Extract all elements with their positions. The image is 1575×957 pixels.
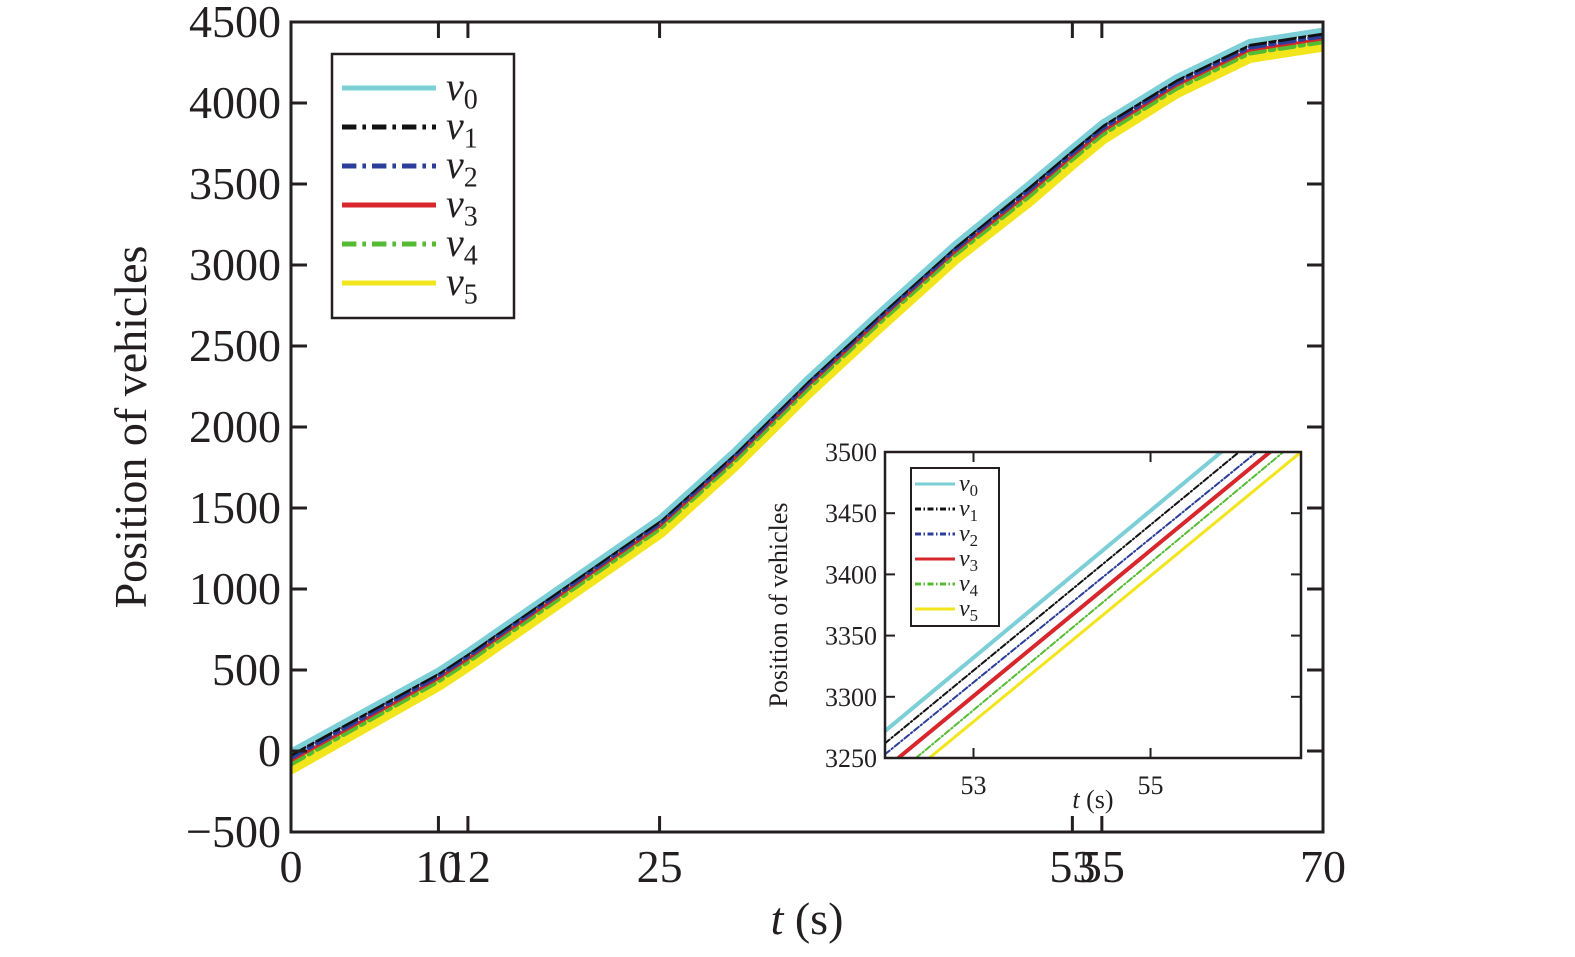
- inset-legend-label-v4: v4: [959, 571, 979, 600]
- main-x-axis-label: t (s): [771, 893, 844, 944]
- main-y-tick-label: 4500: [189, 0, 281, 47]
- main-legend-label-v2: v2: [446, 142, 478, 193]
- inset-y-tick-label: 3500: [825, 438, 877, 467]
- inset-legend-label-v0: v0: [959, 471, 978, 500]
- main-x-tick-label: 55: [1079, 841, 1125, 892]
- main-y-tick-label: 2500: [189, 320, 281, 371]
- main-x-tick-label: 70: [1300, 841, 1346, 892]
- inset-legend-box: [910, 467, 1000, 627]
- main-y-tick-label: 0: [258, 725, 281, 776]
- main-legend-label-v1: v1: [446, 103, 478, 154]
- inset-series-group: [885, 452, 1301, 758]
- inset-y-tick-label: 3450: [825, 499, 877, 528]
- main-x-tick-label: 25: [637, 841, 683, 892]
- inset-series-line-v2: [885, 452, 1258, 756]
- main-y-axis-label: Position of vehicles: [105, 246, 156, 609]
- inset-series-line-v5: [927, 452, 1301, 758]
- inset-legend-label-v5: v5: [959, 596, 978, 625]
- main-y-tick-label: −500: [186, 806, 281, 857]
- main-legend-label-v5: v5: [446, 259, 478, 310]
- inset-legend-label-v3: v3: [959, 546, 978, 575]
- main-series-line-v0: [291, 27, 1323, 754]
- main-legend-label-v3: v3: [446, 181, 478, 232]
- main-y-tick-label: 1000: [189, 563, 281, 614]
- inset-x-tick-label: 53: [961, 771, 987, 800]
- main-legend-label-v0: v0: [446, 64, 478, 115]
- main-y-tick-label: 2000: [189, 401, 281, 452]
- inset-series-line-v1: [885, 452, 1241, 745]
- inset-y-tick-label: 3300: [825, 683, 877, 712]
- inset-x-axis-label: t (s): [1072, 785, 1113, 814]
- inset-legend-label-v1: v1: [959, 496, 978, 525]
- main-x-tick-label: 0: [280, 841, 303, 892]
- inset-plot-group: 53 55 3250 3300 3350 3400 3450 3500 t (s) Positio…: [764, 438, 1303, 814]
- main-y-tick-label: 3500: [189, 158, 281, 209]
- main-y-tick-label: 4000: [189, 77, 281, 128]
- inset-y-tick-label: 3350: [825, 622, 877, 651]
- main-x-tick-label: 12: [445, 841, 491, 892]
- main-series-line-v4: [291, 39, 1323, 767]
- main-x-tick-label: 53: [1049, 841, 1095, 892]
- inset-y-tick-label: 3400: [825, 560, 877, 589]
- inset-series-line-v4: [914, 452, 1285, 758]
- main-series-group: [291, 27, 1323, 775]
- inset-series-line-v0: [885, 452, 1224, 734]
- inset-series-line-v3: [896, 452, 1273, 758]
- main-y-tick-label: 1500: [189, 482, 281, 533]
- main-y-tick-label: 500: [212, 644, 281, 695]
- inset-legend-label-v2: v2: [959, 521, 978, 550]
- main-y-tick-label: 3000: [189, 239, 281, 290]
- inset-y-tick-label: 3250: [825, 744, 877, 773]
- main-legend-label-v4: v4: [446, 220, 478, 271]
- main-x-tick-label: 10: [415, 841, 461, 892]
- inset-y-axis-label: Position of vehicles: [764, 502, 793, 707]
- inset-x-tick-label: 55: [1138, 771, 1164, 800]
- inset-plot-frame: [883, 450, 1303, 760]
- main-legend-box: [330, 52, 516, 320]
